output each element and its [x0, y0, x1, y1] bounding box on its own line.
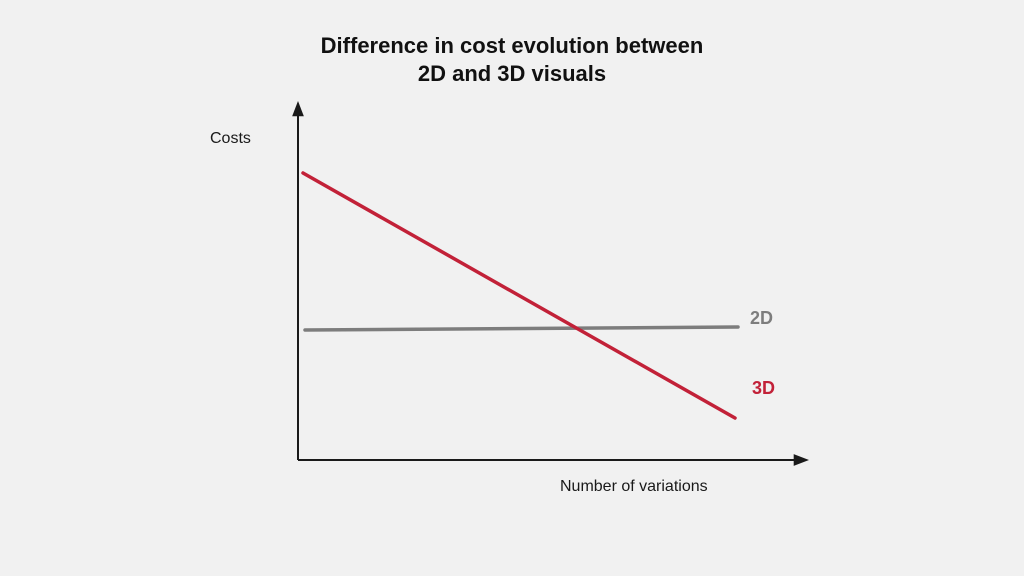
x-axis-label: Number of variations	[560, 478, 708, 496]
chart-plot-area	[0, 0, 1024, 576]
y-axis-label: Costs	[210, 130, 251, 148]
series-label-3d: 3D	[752, 378, 775, 399]
series-label-2d: 2D	[750, 308, 773, 329]
chart-page: Difference in cost evolution between 2D …	[0, 0, 1024, 576]
